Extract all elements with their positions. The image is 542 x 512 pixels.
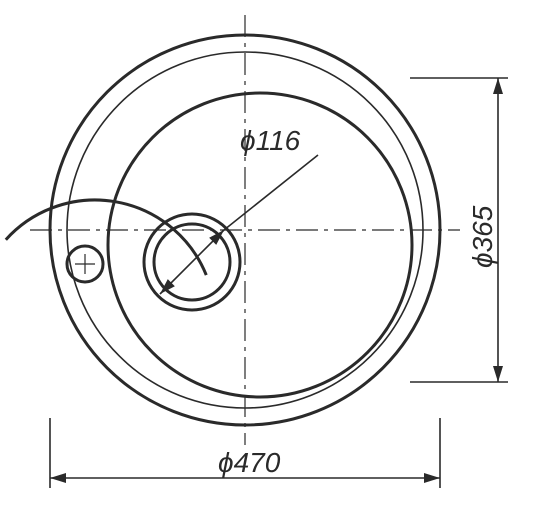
dim365-label: ϕ365 xyxy=(467,205,498,268)
crescent-arc xyxy=(6,200,206,275)
dim470-label: ϕ470 xyxy=(218,447,281,478)
arrow-head xyxy=(493,78,503,94)
arrow-head xyxy=(493,366,503,382)
dim116-label: ϕ116 xyxy=(240,125,301,156)
dim116-leader-b xyxy=(224,155,318,230)
arrow-head xyxy=(424,473,440,483)
arrow-head xyxy=(50,473,66,483)
engineering-drawing: ϕ470 ϕ365 ϕ116 xyxy=(0,0,542,512)
